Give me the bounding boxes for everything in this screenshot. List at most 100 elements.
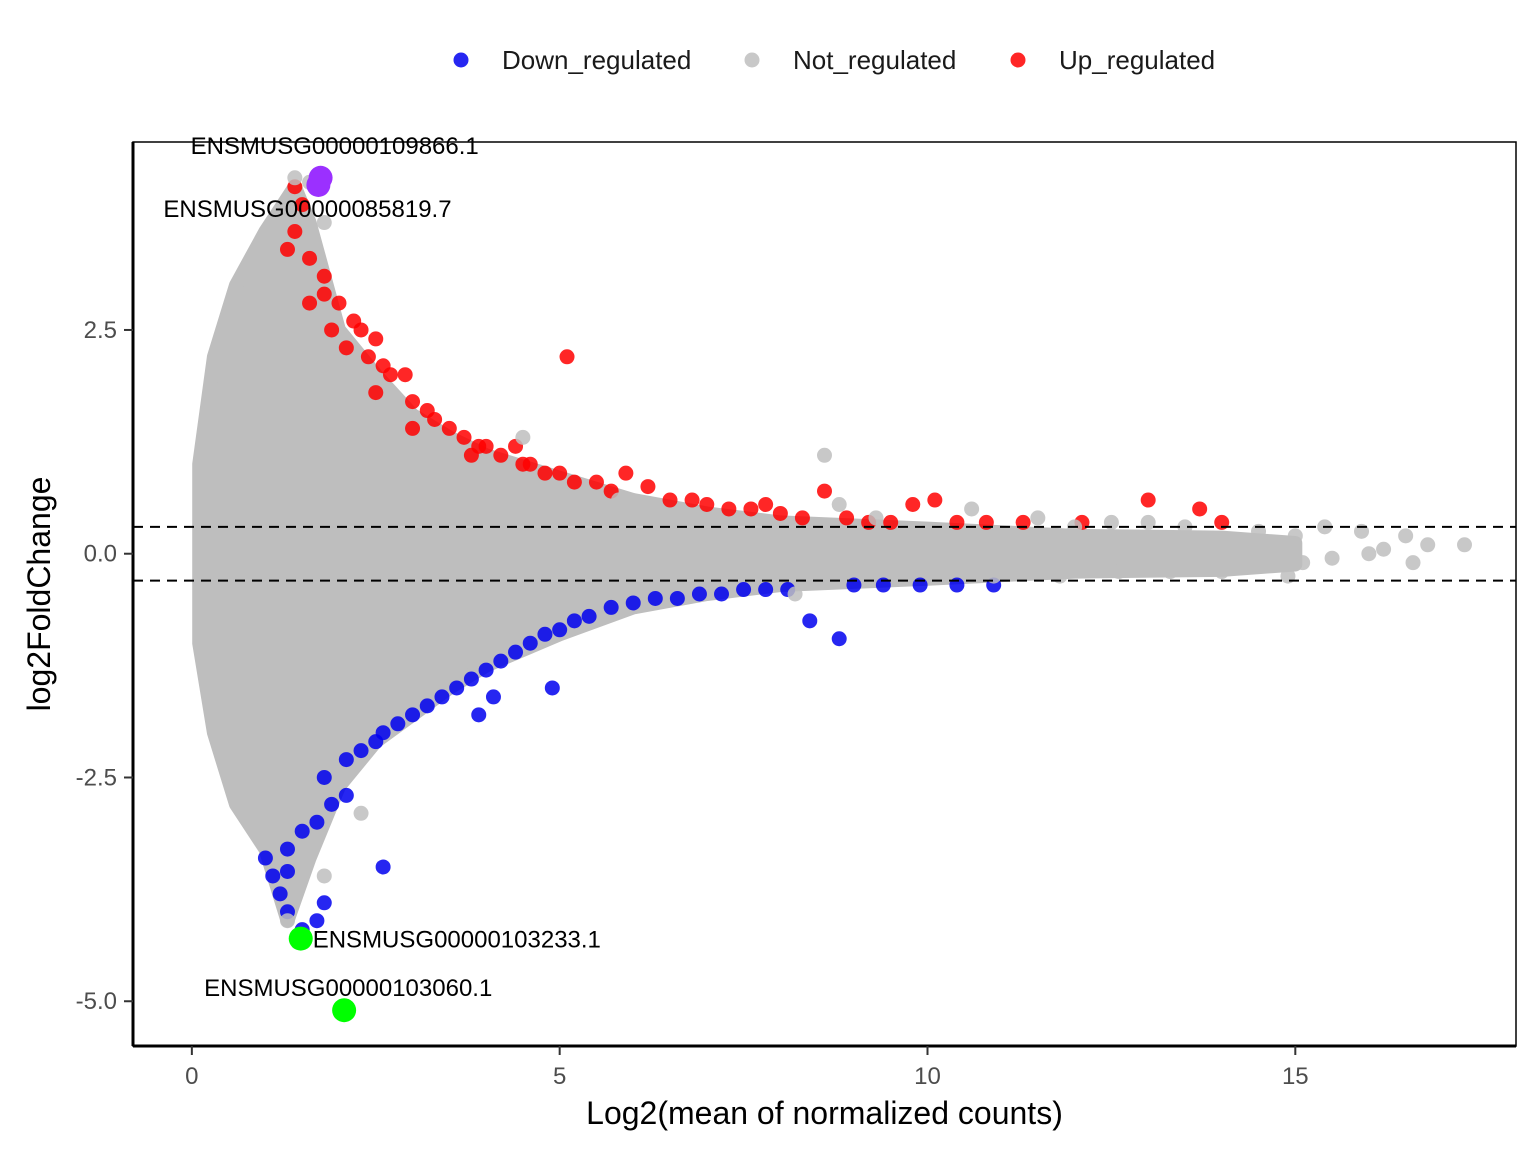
point-not-regulated (353, 805, 369, 821)
x-tick-label: 5 (553, 1063, 566, 1090)
point-up-regulated (559, 349, 575, 365)
series-down-regulated (257, 577, 1002, 938)
point-up-regulated (302, 250, 318, 266)
point-up-regulated (382, 367, 398, 383)
point-up-regulated (817, 483, 832, 499)
point-down-regulated (419, 698, 435, 714)
point-up-regulated (721, 501, 737, 517)
point-up-regulated (368, 385, 384, 401)
highlighted-genes: ENSMUSG00000109866.1 ENSMUSG00000085819.7… (163, 133, 601, 1023)
point-not-regulated (1376, 541, 1392, 557)
point-up-regulated (493, 447, 509, 463)
y-tick-label: -5.0 (76, 988, 117, 1015)
x-tick-label: 15 (1282, 1063, 1309, 1090)
point-not-regulated (787, 586, 803, 602)
point-down-regulated (294, 823, 310, 839)
point-down-regulated (485, 689, 501, 705)
point-up-regulated (552, 465, 568, 481)
point-not-regulated (1398, 528, 1414, 544)
point-down-regulated (353, 743, 369, 759)
point-down-regulated (831, 631, 847, 647)
point-up-regulated (684, 492, 700, 508)
point-down-regulated (272, 886, 288, 902)
point-not-regulated (964, 501, 980, 517)
point-not-regulated (1295, 555, 1311, 571)
point-down-regulated (603, 599, 619, 615)
point-up-regulated (279, 241, 295, 257)
highlighted-gene-point (332, 998, 357, 1023)
point-up-regulated (441, 420, 457, 436)
point-down-regulated (390, 716, 406, 732)
point-up-regulated (456, 429, 472, 445)
data-points (257, 170, 1473, 938)
point-not-regulated (316, 868, 332, 884)
point-not-regulated (287, 170, 303, 186)
point-down-regulated (736, 582, 752, 598)
point-down-regulated (265, 868, 281, 884)
point-down-regulated (375, 859, 391, 875)
gene-label: ENSMUSG00000103233.1 (313, 927, 601, 954)
point-up-regulated (839, 510, 855, 526)
legend-item-down-regulated: Down_regulated (453, 45, 691, 75)
legend-label: Up_regulated (1059, 45, 1215, 75)
point-down-regulated (758, 582, 774, 598)
point-not-regulated (1287, 528, 1303, 544)
point-up-regulated (316, 268, 332, 284)
legend: Down_regulated Not_regulated Up_regulated (453, 45, 1215, 75)
point-not-regulated (338, 367, 354, 383)
point-not-regulated (1162, 564, 1178, 580)
point-down-regulated (434, 689, 450, 705)
point-down-regulated (552, 622, 568, 638)
point-up-regulated (316, 286, 332, 302)
y-tick-label: 0.0 (84, 541, 117, 568)
point-down-regulated (802, 613, 818, 629)
point-not-regulated (1030, 510, 1046, 526)
point-up-regulated (294, 197, 310, 213)
point-up-regulated (324, 322, 340, 338)
point-not-regulated (294, 277, 310, 293)
point-not-regulated (831, 496, 847, 512)
point-up-regulated (537, 465, 553, 481)
point-up-regulated (331, 295, 347, 311)
point-not-regulated (1324, 550, 1340, 566)
point-not-regulated (868, 510, 884, 526)
series-up-regulated (279, 179, 1230, 530)
point-up-regulated (1192, 501, 1208, 517)
point-up-regulated (758, 496, 774, 512)
point-up-regulated (743, 501, 759, 517)
gene-label: ENSMUSG00000085819.7 (163, 196, 451, 223)
point-down-regulated (279, 841, 295, 857)
point-down-regulated (257, 850, 273, 866)
point-down-regulated (691, 586, 707, 602)
point-down-regulated (478, 662, 494, 678)
point-up-regulated (287, 224, 303, 240)
point-up-regulated (427, 411, 443, 427)
axes: 0 5 10 15 -5.0 -2.5 0.0 2.5 Log2(mean of normali… (21, 141, 1517, 1131)
point-down-regulated (471, 707, 487, 723)
threshold-lines (133, 525, 1516, 582)
point-not-regulated (1361, 546, 1377, 562)
point-down-regulated (316, 769, 332, 785)
point-down-regulated (338, 787, 354, 803)
highlighted-gene-point (288, 926, 313, 951)
series-not-regulated (279, 170, 1473, 929)
point-up-regulated (302, 295, 318, 311)
point-not-regulated (611, 492, 627, 508)
point-up-regulated (588, 474, 604, 490)
point-down-regulated (537, 626, 553, 642)
point-not-regulated (817, 447, 832, 463)
point-up-regulated (405, 420, 421, 436)
point-down-regulated (338, 752, 354, 768)
point-up-regulated (463, 447, 479, 463)
point-up-regulated (405, 394, 421, 410)
point-up-regulated (640, 479, 656, 495)
gene-label: ENSMUSG00000103060.1 (204, 975, 492, 1002)
point-down-regulated (669, 590, 685, 606)
point-not-regulated (1420, 537, 1436, 553)
point-up-regulated (772, 505, 788, 521)
legend-swatch (744, 52, 760, 68)
point-up-regulated (618, 465, 634, 481)
point-up-regulated (522, 456, 538, 472)
point-not-regulated (515, 429, 531, 445)
